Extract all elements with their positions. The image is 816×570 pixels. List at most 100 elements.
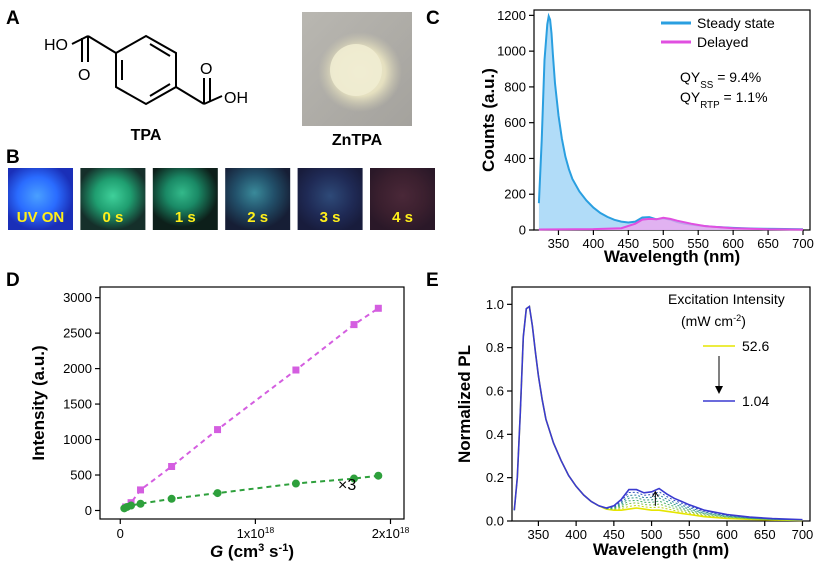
label-tpa: TPA <box>131 127 162 144</box>
c-ytick-label: 400 <box>504 151 526 166</box>
c-area-0 <box>538 16 803 230</box>
e-legend-arrowhead <box>715 386 723 394</box>
c-legend-label-0: Steady state <box>697 15 775 31</box>
afterglow-frame-label-2: 1 s <box>175 209 196 226</box>
c-ytick-label: 200 <box>504 187 526 202</box>
e-xlabel: Wavelength (nm) <box>593 540 729 559</box>
tpa-structure <box>71 34 223 106</box>
afterglow-frame-4 <box>297 168 363 230</box>
c-ytick-label: 600 <box>504 115 526 130</box>
afterglow-frames: UV ON 0 s 1 s 2 s 3 s 4 s <box>8 168 435 230</box>
chart-e: 0.0 0.2 0.4 0.6 0.8 1.0 350 400 450 500 550 600 650 7… <box>455 286 814 559</box>
e-ytick-label: 0.0 <box>486 514 504 529</box>
panel-letter-e: E <box>426 270 439 291</box>
e-ytick-label: 1.0 <box>486 297 504 312</box>
d-ytick-label: 2000 <box>63 361 92 376</box>
panel-letter-a: A <box>6 8 20 29</box>
d-xlabel: G (cm3 s-1) <box>210 542 294 561</box>
e-line-2 <box>513 305 803 521</box>
e-ytick-label: 0.4 <box>486 427 504 442</box>
ring-double-bond-2 <box>149 83 171 97</box>
c-ytick-label: 800 <box>504 79 526 94</box>
d-ytick-label: 1500 <box>63 397 92 412</box>
bond-left-ring <box>87 35 117 54</box>
e-xtick-label: 350 <box>528 527 550 542</box>
bond-left-oh <box>71 35 89 45</box>
c-ylabel: Counts (a.u.) <box>479 68 498 172</box>
d-point-0 <box>374 304 382 312</box>
label-oh: OH <box>224 90 248 107</box>
c-ytick-label: 1000 <box>497 44 526 59</box>
d-point-1 <box>350 474 359 483</box>
e-ylabel: Normalized PL <box>455 345 474 463</box>
e-xtick-label: 450 <box>603 527 625 542</box>
e-xtick-label: 700 <box>792 527 814 542</box>
c-ytick-label: 1200 <box>497 8 526 23</box>
d-point-1 <box>213 489 222 498</box>
e-legend-low: 1.04 <box>742 393 769 409</box>
label-o-right: O <box>200 61 212 78</box>
afterglow-frame-label-4: 3 s <box>320 209 341 226</box>
e-line-5 <box>513 305 803 521</box>
ring-double-bond-1 <box>149 43 171 57</box>
c-xtick-label: 700 <box>792 236 814 251</box>
d-ylabel: Intensity (a.u.) <box>29 345 48 460</box>
c-legend-label-1: Delayed <box>697 34 748 50</box>
e-xtick-label: 500 <box>641 527 663 542</box>
benzene-ring <box>115 34 177 106</box>
chart-c: 0 200 400 600 800 1000 1200 350 400 450 500 550 600 6… <box>479 8 814 266</box>
zntpa-photo <box>302 12 412 126</box>
d-annotation: ×3 <box>338 477 356 494</box>
c-xtick-label: 550 <box>687 236 709 251</box>
c-xtick-label: 600 <box>722 236 744 251</box>
e-legend-title: Excitation Intensity <box>668 291 785 307</box>
e-ytick-label: 0.2 <box>486 470 504 485</box>
chart-d: 0 500 1000 1500 2000 2500 3000 0 1x1018 2x1018 ×3 G… <box>29 286 410 561</box>
e-ytick-label: 0.6 <box>486 384 504 399</box>
panel-letter-d: D <box>6 270 20 291</box>
e-legend-unit: (mW cm-2) <box>681 313 746 329</box>
d-ytick-label: 2500 <box>63 326 92 341</box>
d-point-0 <box>214 426 222 434</box>
panel-letter-c: C <box>426 8 440 29</box>
c-xtick-label: 400 <box>583 236 605 251</box>
e-xtick-label: 550 <box>678 527 700 542</box>
c-xtick-label: 450 <box>617 236 639 251</box>
afterglow-frame-label-0: UV ON <box>17 209 65 226</box>
d-point-1 <box>167 494 176 503</box>
d-point-1 <box>374 471 383 480</box>
label-ho: HO <box>44 37 68 54</box>
e-xtick-label: 400 <box>565 527 587 542</box>
bond-right-oh <box>203 95 223 105</box>
afterglow-frame-label-1: 0 s <box>102 209 123 226</box>
e-peak-arrowhead <box>651 490 659 498</box>
d-point-0 <box>137 486 145 494</box>
c-annotation-0: QYSS = 9.4% <box>680 69 761 91</box>
d-point-0 <box>168 462 176 470</box>
afterglow-frame-5 <box>370 168 435 230</box>
afterglow-frame-label-3: 2 s <box>247 209 268 226</box>
e-plot-frame <box>511 286 811 522</box>
d-xtick-label: 2x1018 <box>372 525 410 541</box>
e-xtick-label: 600 <box>716 527 738 542</box>
e-line-3 <box>513 305 803 521</box>
d-ytick-label: 3000 <box>63 290 92 305</box>
c-xtick-label: 500 <box>652 236 674 251</box>
d-ytick-label: 1000 <box>63 432 92 447</box>
d-point-1 <box>127 501 136 510</box>
d-ytick-label: 0 <box>85 503 92 518</box>
c-ytick-label: 0 <box>519 223 526 238</box>
afterglow-frame-2 <box>152 168 218 230</box>
e-ytick-label: 0.8 <box>486 340 504 355</box>
e-line-7 <box>513 305 803 521</box>
label-o-left: O <box>78 67 90 84</box>
afterglow-frame-3 <box>225 168 291 230</box>
afterglow-frame-1 <box>80 168 146 230</box>
d-point-1 <box>291 479 300 488</box>
panel-letter-b: B <box>6 147 20 168</box>
label-zntpa: ZnTPA <box>332 132 383 149</box>
d-plot-frame <box>99 286 405 520</box>
e-xtick-label: 650 <box>754 527 776 542</box>
e-legend-high: 52.6 <box>742 338 769 354</box>
